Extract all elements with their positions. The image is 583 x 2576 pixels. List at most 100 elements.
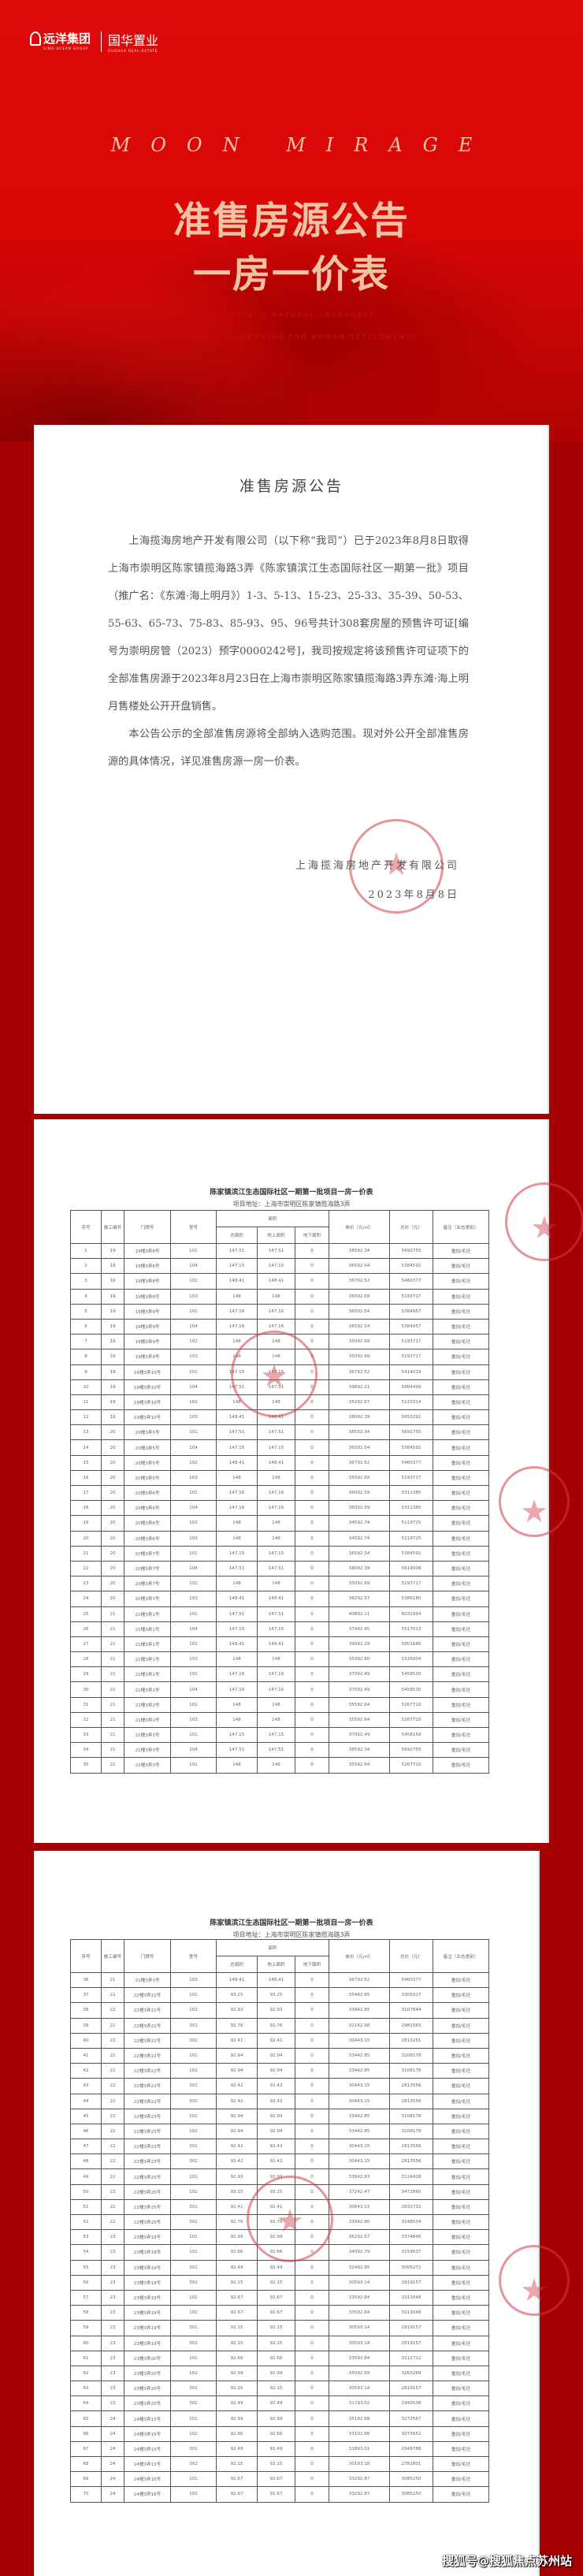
cell-seq: 41	[70, 2047, 102, 2064]
cell-under-area: 0	[295, 1318, 329, 1335]
company-seal-icon	[349, 819, 444, 914]
cell-door-no: 23幢3弄20号	[124, 2381, 171, 2397]
cell-total-area: 92.93	[216, 2168, 258, 2185]
cell-room: 103	[170, 1288, 217, 1305]
table-row: 14 20 20幢3弄5号 104 147.15 147.15 0 36592.54 53845…	[70, 1439, 489, 1456]
cell-above-area: 148.41	[257, 1971, 295, 1989]
cell-unit-price: 38092.39	[329, 1409, 390, 1426]
cell-total-price: 2813556	[389, 2078, 433, 2094]
cell-room: 102	[170, 1636, 217, 1653]
cell-build-no: 23	[101, 2381, 124, 2397]
cell-under-area: 0	[295, 2395, 329, 2412]
cell-under-area: 0	[295, 1500, 329, 1517]
cell-total-price: 2819157	[389, 2381, 433, 2397]
cell-remark: 叠加/毛坯	[433, 1258, 489, 1275]
header-room: 室号	[170, 1210, 217, 1244]
cell-total-area: 148	[216, 1469, 258, 1487]
cell-total-price: 2782801	[389, 2455, 433, 2473]
cell-room: 101	[170, 2471, 217, 2488]
cell-above-area: 148	[257, 1288, 295, 1305]
cell-door-no: 22幢3弄25号	[124, 2198, 171, 2216]
cell-above-area: 92.76	[257, 2017, 295, 2034]
cell-under-area: 0	[295, 1530, 329, 1547]
table-row: 43 22 22幢3弄22号 301 92.42 92.42 0 30443.15 281355…	[70, 2078, 489, 2094]
cell-seq: 50	[70, 2183, 102, 2200]
tagline-1: SHANGHAI'S NATURAL TREASURES	[207, 311, 376, 318]
cell-unit-price: 36092.59	[329, 1500, 390, 1517]
cell-under-area: 0	[295, 1454, 329, 1471]
table-row: 46 22 22幢3弄23号 102 92.94 92.94 0 33442.85 310817…	[70, 2123, 489, 2140]
cell-build-no: 22	[101, 2078, 124, 2094]
cell-build-no: 24	[101, 2425, 124, 2442]
cell-total-area: 92.94	[216, 2123, 258, 2140]
cell-total-area: 148	[216, 1515, 258, 1532]
cell-unit-price: 33292.87	[329, 2486, 390, 2503]
cell-room: 101	[170, 1424, 217, 1441]
cell-unit-price: 32142.98	[329, 2017, 390, 2034]
cell-door-no: 23幢3弄20号	[124, 2350, 171, 2366]
table-row: 2 19 19幢3弄8号 104 147.15 147.15 0 36592.54 538459…	[70, 1258, 489, 1275]
cell-total-price: 5119725	[389, 1515, 433, 1532]
cell-room: 101	[170, 2229, 217, 2246]
cell-seq: 14	[70, 1439, 102, 1456]
cell-total-price: 3305027	[389, 1987, 433, 2004]
table-row: 27 21 21幢3弄1号 102 148.41 148.41 0 39092.29 58016…	[70, 1636, 489, 1653]
cell-room: 102	[170, 2244, 217, 2261]
cell-room: 103	[170, 1409, 217, 1426]
cell-door-no: 19幢3弄8号	[124, 1242, 171, 1260]
cell-total-price: 5692755	[389, 1424, 433, 1441]
cell-above-area: 147.15	[257, 1439, 295, 1456]
header-door-no: 门牌号	[124, 1210, 171, 1244]
header-room: 室号	[170, 1939, 217, 1973]
cell-door-no: 24幢3弄15号	[124, 2440, 171, 2458]
cell-under-area: 0	[295, 2139, 329, 2155]
cell-remark: 叠加/毛坯	[433, 2093, 489, 2109]
cell-remark: 叠加/毛坯	[433, 2032, 489, 2049]
header-area: 面积	[216, 1210, 329, 1227]
cell-remark: 叠加/毛坯	[433, 2395, 489, 2412]
cell-under-area: 0	[295, 2017, 329, 2034]
cell-unit-price: 30443.15	[329, 2032, 390, 2049]
cell-unit-price: 35092.69	[329, 2365, 390, 2382]
cell-seq: 12	[70, 1409, 102, 1426]
cell-total-price: 2813556	[389, 2139, 433, 2155]
cell-seq: 43	[70, 2078, 102, 2094]
header-under-area: 地下面积	[295, 1956, 329, 1973]
cell-door-no: 21幢3弄3号	[124, 1742, 171, 1759]
cell-room: 301	[170, 2440, 217, 2458]
table-title: 陈家镇滨江生态国际社区一期第一批项目一房一价表	[210, 1189, 373, 1197]
cell-room: 101	[170, 2168, 217, 2185]
cell-room: 102	[170, 1454, 217, 1471]
cell-room: 301	[170, 2198, 217, 2216]
cell-above-area: 92.42	[257, 2139, 295, 2155]
header-seq: 序号	[70, 1210, 102, 1244]
cell-total-area: 147.15	[216, 1545, 258, 1562]
cell-seq: 35	[70, 1757, 102, 1774]
cell-room: 102	[170, 2183, 217, 2200]
cell-seq: 26	[70, 1621, 102, 1637]
cell-unit-price: 37242.47	[329, 2183, 390, 2200]
cell-seq: 56	[70, 2274, 102, 2291]
table-row: 28 21 21幢3弄1号 103 148 148 0 35992.60 5326904 叠加/毛…	[70, 1651, 489, 1668]
cell-build-no: 23	[101, 2259, 124, 2276]
cell-total-area: 147.51	[216, 1242, 258, 1260]
cell-unit-price: 40892.11	[329, 1606, 390, 1622]
cell-under-area: 0	[295, 1258, 329, 1275]
company-seal-icon	[499, 2245, 570, 2316]
cell-room: 104	[170, 1560, 217, 1577]
table-row: 1 19 19幢3弄8号 101 147.51 147.51 0 38592.34 569275…	[70, 1242, 489, 1260]
cell-remark: 叠加/毛坯	[433, 1681, 489, 1698]
table-row: 68 24 24幢3弄15号 302 92.15 92.15 0 30193.18 278280…	[70, 2455, 489, 2473]
cell-build-no: 20	[101, 1500, 124, 1517]
cell-total-area: 92.15	[216, 2274, 258, 2291]
cell-remark: 叠加/毛坯	[433, 2017, 489, 2034]
cell-total-area: 92.15	[216, 2381, 258, 2397]
cell-room: 301	[170, 2259, 217, 2276]
cell-under-area: 0	[295, 1987, 329, 2004]
cell-room: 102	[170, 1273, 217, 1290]
cell-total-area: 147.15	[216, 1621, 258, 1637]
cell-door-no: 21幢3弄2号	[124, 1666, 171, 1683]
cell-seq: 17	[70, 1484, 102, 1502]
cell-room: 102	[170, 1757, 217, 1774]
cell-under-area: 0	[295, 2108, 329, 2124]
